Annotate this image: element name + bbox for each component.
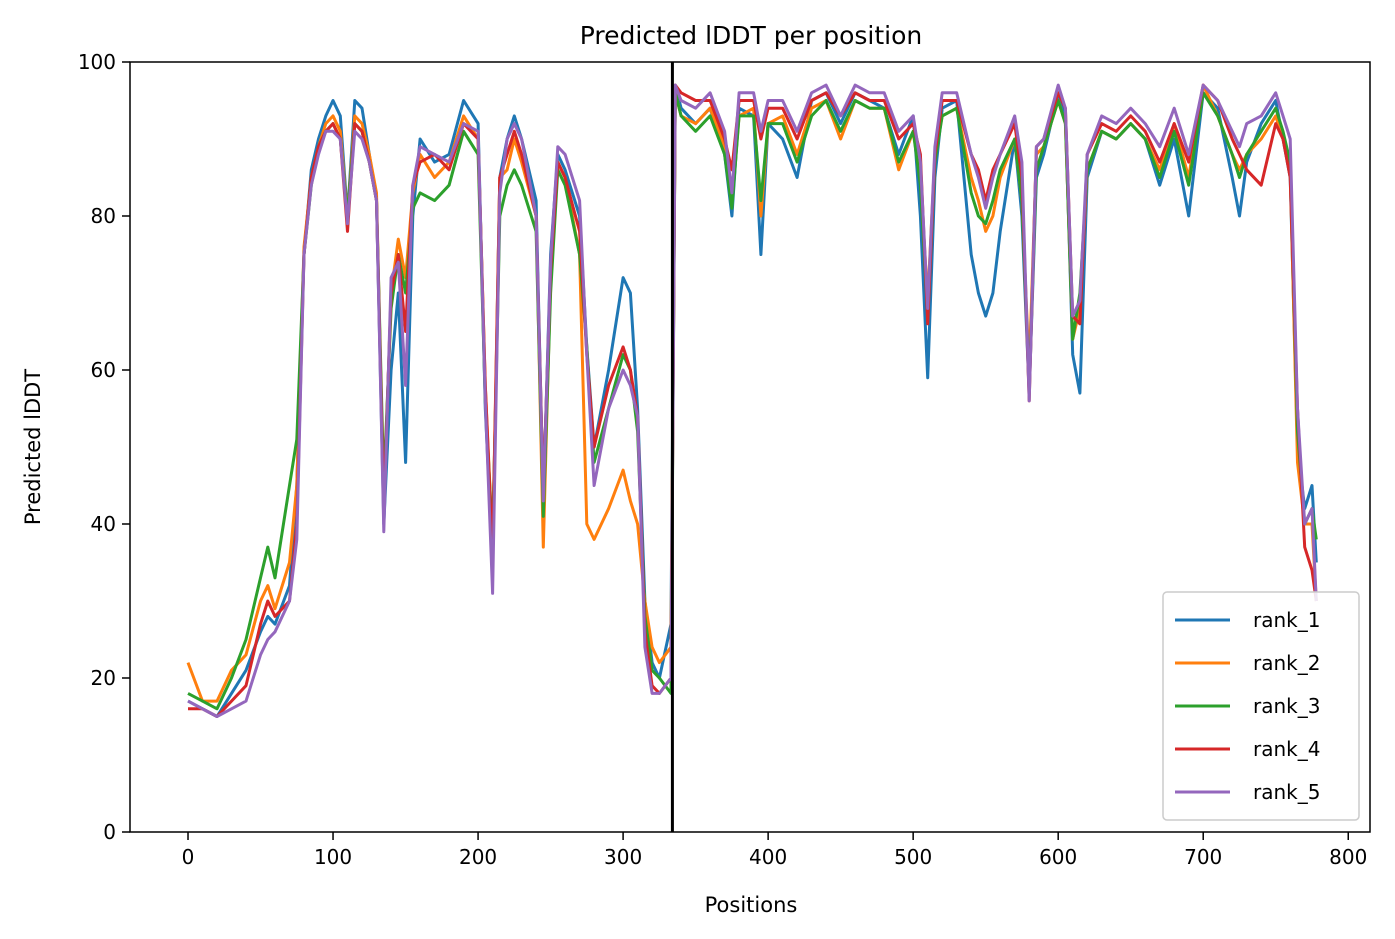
x-tick-label: 100 (314, 845, 352, 869)
x-tick-label: 0 (182, 845, 195, 869)
legend-label-rank_5: rank_5 (1253, 780, 1320, 804)
x-tick-label: 300 (604, 845, 642, 869)
x-axis-label: Positions (705, 893, 798, 917)
legend-box (1162, 591, 1360, 821)
y-tick-label: 60 (91, 358, 116, 382)
series-layer (186, 83, 1318, 718)
y-tick-label: 0 (103, 820, 116, 844)
legend: rank_1 rank_2 rank_3 rank_4 rank_5 (1162, 591, 1360, 821)
legend-label-rank_2: rank_2 (1253, 651, 1320, 675)
x-tick-label: 400 (749, 845, 787, 869)
legend-label-rank_1: rank_1 (1253, 608, 1320, 632)
y-tick-label: 100 (78, 50, 116, 74)
x-tick-label: 800 (1329, 845, 1367, 869)
y-axis-label: Predicted lDDT (21, 369, 45, 525)
x-tick-label: 200 (459, 845, 497, 869)
x-tick-label: 500 (894, 845, 932, 869)
x-tick-label: 600 (1039, 845, 1077, 869)
chart-title: Predicted lDDT per position (580, 21, 922, 50)
y-tick-label: 40 (91, 512, 116, 536)
x-tick-label: 700 (1184, 845, 1222, 869)
y-tick-label: 20 (91, 666, 116, 690)
series-line-rank_5 (187, 83, 1318, 718)
y-axis-ticks: 0 20 40 60 80 100 (78, 50, 130, 844)
x-axis-ticks: 0 100 200 300 400 500 600 700 800 (182, 832, 1367, 869)
y-tick-label: 80 (91, 204, 116, 228)
legend-label-rank_4: rank_4 (1253, 737, 1320, 761)
legend-label-rank_3: rank_3 (1253, 694, 1320, 718)
plot-frame (129, 61, 1371, 833)
